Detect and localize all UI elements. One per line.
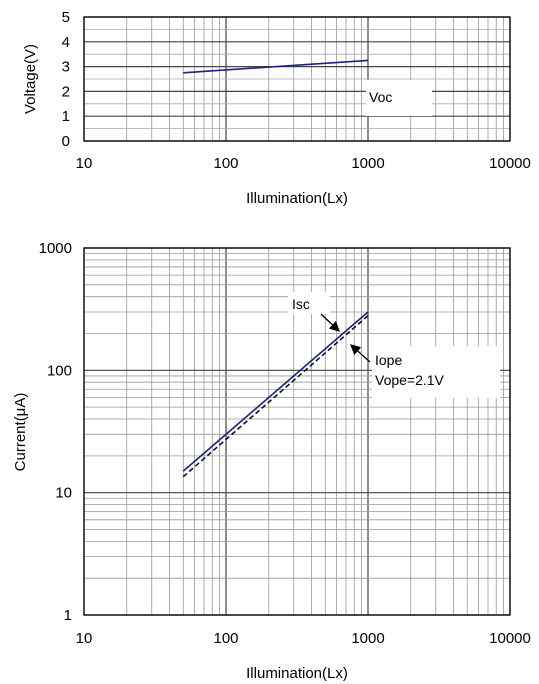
iope-annotation: Iope [375, 352, 402, 368]
x-axis-title: Illumination(Lx) [246, 190, 348, 207]
y-tick-label: 100 [47, 362, 72, 379]
annotation-box [288, 292, 330, 314]
voltage-chart: 10 100 1000 10000 0 1 2 3 4 5 Illumination(Lx) Volt… [22, 9, 531, 207]
x-axis-title: Illumination(Lx) [246, 665, 348, 682]
y-axis-title: Current(μA) [12, 393, 29, 472]
y-tick-label: 1 [64, 607, 72, 624]
vope-annotation: Vope=2.1V [375, 372, 445, 388]
y-tick-label: 5 [62, 9, 70, 26]
series-line-iope [182, 315, 369, 478]
x-tick-label: 10000 [489, 155, 531, 172]
y-tick-label: 2 [62, 83, 70, 100]
y-tick-label: 4 [62, 34, 70, 51]
plot-frame [83, 247, 511, 616]
plot-frame [83, 16, 511, 142]
y-tick-label: 10 [55, 485, 72, 502]
x-tick-label: 10000 [489, 630, 531, 647]
isc-annotation: Isc [292, 296, 310, 312]
y-tick-label: 1000 [39, 240, 72, 257]
x-tick-label: 1000 [351, 630, 384, 647]
y-tick-label: 0 [62, 133, 70, 150]
series-line-isc [182, 311, 369, 472]
x-tick-label: 10 [76, 155, 93, 172]
annotation-box [366, 80, 432, 116]
current-chart: 10 100 1000 100001101001000Illumination(Lx)… [12, 240, 531, 682]
y-tick-label: 3 [62, 59, 70, 76]
y-axis-title: Voltage(V) [22, 44, 39, 114]
isc-arrow [320, 313, 340, 332]
iope-arrow [350, 344, 371, 363]
x-tick-label: 100 [213, 155, 238, 172]
y-tick-label: 1 [62, 108, 70, 125]
voc-annotation: Voc [369, 89, 392, 105]
x-tick-label: 10 [76, 630, 93, 647]
x-tick-label: 1000 [351, 155, 384, 172]
annotation-box [372, 346, 500, 398]
x-tick-label: 100 [213, 630, 238, 647]
series-line-voc [183, 59, 369, 74]
